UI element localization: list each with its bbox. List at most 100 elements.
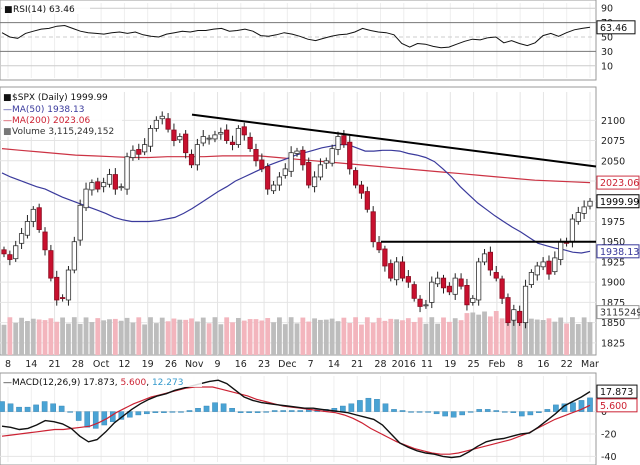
price-bar-body xyxy=(552,257,558,273)
rsi-tick-label: 30 xyxy=(601,47,613,58)
macd-hist-bar xyxy=(169,411,176,413)
rsi-label: RSI(14) 63.46 xyxy=(13,5,75,15)
macd-hist-bar xyxy=(357,400,363,412)
macd-hist-bar xyxy=(484,409,491,412)
volume-bar xyxy=(224,317,230,355)
x-tick-label: 8 xyxy=(5,359,11,370)
ma50-tag: 1938.13 xyxy=(600,247,639,258)
price-bar-body xyxy=(306,162,312,186)
volume-bar xyxy=(36,319,42,355)
price-bar-body xyxy=(423,304,429,307)
price-bar-body xyxy=(229,141,236,145)
price-bar-body xyxy=(48,250,54,279)
x-tick-label: 16 xyxy=(537,359,549,370)
price-bar-body xyxy=(481,253,488,263)
price-bar-body xyxy=(323,160,329,164)
price-bar-body xyxy=(54,276,60,301)
macd-tick-label: -40 xyxy=(601,452,617,463)
macd-hist-bar xyxy=(135,411,142,416)
price-bar-body xyxy=(388,263,394,279)
volume-bar xyxy=(189,318,194,355)
price-bar-body xyxy=(171,129,177,141)
macd-histogram xyxy=(0,397,593,429)
volume-bar xyxy=(329,318,335,355)
volume-bar xyxy=(423,323,429,355)
price-bar-body xyxy=(36,207,42,230)
volume-bar xyxy=(323,319,329,355)
price-bar-body xyxy=(177,136,183,141)
price-bar-body xyxy=(364,191,370,210)
macd-hist-bar xyxy=(467,411,474,413)
volume-legend: Volume 3,115,249,152 xyxy=(12,127,114,137)
volume-bar xyxy=(124,317,130,355)
x-tick-label: Oct xyxy=(93,359,110,370)
volume-bar xyxy=(482,311,487,355)
volume-bar xyxy=(218,324,224,355)
volume-bar xyxy=(470,312,476,355)
x-tick-label: 19 xyxy=(444,359,456,370)
macd-hist-bar xyxy=(212,402,218,412)
x-tick-label: Mar xyxy=(581,359,599,370)
price-bar-body xyxy=(376,242,382,251)
downtrend-line xyxy=(191,113,597,168)
y-tick-label: 1825 xyxy=(601,338,625,349)
price-bar-body xyxy=(71,241,77,271)
macd-hist-bar xyxy=(570,402,576,412)
price-bar-body xyxy=(112,174,118,190)
price-bar-body xyxy=(429,281,435,303)
trend-drawings xyxy=(191,113,597,243)
volume-bar xyxy=(107,319,112,355)
volume-bar xyxy=(493,310,499,355)
volume-bar xyxy=(148,317,153,355)
price-bar-body xyxy=(212,134,218,140)
price-bar-body xyxy=(206,137,212,140)
macd-hist-bar xyxy=(152,411,159,413)
price-bar-body xyxy=(130,149,136,158)
price-bar-body xyxy=(101,182,107,188)
ma200-tag: 2023.06 xyxy=(600,178,639,189)
y-tick-label: 1875 xyxy=(601,298,625,309)
rsi-tick-label: 90 xyxy=(601,4,613,15)
volume-bar xyxy=(318,319,323,355)
macd-hist-bar xyxy=(433,411,440,415)
x-tick-label: 28 xyxy=(72,359,84,370)
price-bar-body xyxy=(18,233,25,244)
volume-marker: ■ xyxy=(3,127,12,137)
volume-bar xyxy=(200,317,206,355)
ma50-tag-bg xyxy=(596,244,640,259)
macd-hist-bar xyxy=(16,406,22,412)
price-bar-body xyxy=(300,149,306,166)
volume-bar xyxy=(429,317,435,355)
macd-hist-bar xyxy=(476,409,483,412)
volume-bar xyxy=(277,317,282,355)
price-bar-body xyxy=(83,188,89,209)
price-bar-body xyxy=(511,309,517,321)
macd-hist-bar xyxy=(510,411,517,413)
price-bar-body xyxy=(435,277,441,285)
volume-bar xyxy=(265,318,271,355)
price-tags: 2023.06 1999.99 1938.13 3115249 63.46 17.873 5… xyxy=(596,20,640,413)
price-bar-body xyxy=(218,132,224,135)
price-bar-body xyxy=(65,269,72,301)
rsi-line xyxy=(1,24,591,49)
volume-bar xyxy=(183,319,189,355)
volume-bar xyxy=(517,311,523,355)
price-bar-body xyxy=(194,144,200,166)
macd-hist-bar xyxy=(527,411,534,416)
volume-bar xyxy=(42,320,48,355)
volume-bar xyxy=(394,319,400,355)
volume-bar xyxy=(529,318,534,355)
volume-bar xyxy=(60,317,65,355)
price-bar-body xyxy=(587,200,593,207)
price-bar-body xyxy=(517,310,523,324)
price-bar-body xyxy=(60,297,66,299)
y-tick-label: 2100 xyxy=(601,116,625,127)
volume-bar xyxy=(83,317,89,355)
volume-bar xyxy=(294,323,300,355)
macd-hist-bar xyxy=(84,411,91,428)
macd-signal-tag: 5.600 xyxy=(600,401,627,412)
price-bar-body xyxy=(540,261,546,268)
price-bar-body xyxy=(470,297,476,303)
volume-bar xyxy=(417,317,423,355)
